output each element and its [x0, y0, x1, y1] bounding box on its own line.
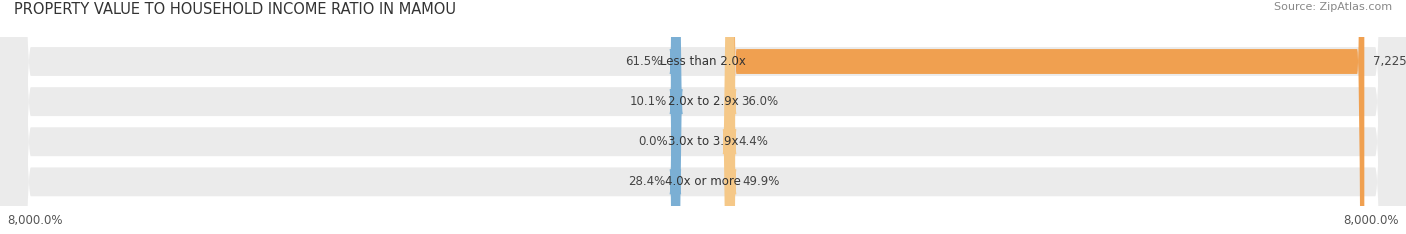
Text: 3.0x to 3.9x: 3.0x to 3.9x	[668, 135, 738, 148]
Text: 0.0%: 0.0%	[638, 135, 668, 148]
Text: 4.0x or more: 4.0x or more	[665, 175, 741, 188]
Text: 8,000.0%: 8,000.0%	[1344, 214, 1399, 227]
FancyBboxPatch shape	[669, 0, 681, 234]
Text: 36.0%: 36.0%	[741, 95, 779, 108]
Text: Less than 2.0x: Less than 2.0x	[659, 55, 747, 68]
Text: 10.1%: 10.1%	[630, 95, 666, 108]
Text: 7,225.8%: 7,225.8%	[1374, 55, 1406, 68]
Text: PROPERTY VALUE TO HOUSEHOLD INCOME RATIO IN MAMOU: PROPERTY VALUE TO HOUSEHOLD INCOME RATIO…	[14, 2, 456, 17]
Text: Source: ZipAtlas.com: Source: ZipAtlas.com	[1274, 2, 1392, 12]
FancyBboxPatch shape	[669, 0, 683, 234]
FancyBboxPatch shape	[669, 0, 678, 234]
Text: 61.5%: 61.5%	[626, 55, 662, 68]
Text: 49.9%: 49.9%	[742, 175, 780, 188]
Text: 4.4%: 4.4%	[738, 135, 769, 148]
FancyBboxPatch shape	[723, 0, 737, 234]
Text: 2.0x to 2.9x: 2.0x to 2.9x	[668, 95, 738, 108]
FancyBboxPatch shape	[730, 0, 1364, 234]
FancyBboxPatch shape	[727, 0, 737, 234]
Text: 8,000.0%: 8,000.0%	[7, 214, 62, 227]
Text: 28.4%: 28.4%	[628, 175, 665, 188]
FancyBboxPatch shape	[725, 0, 737, 234]
